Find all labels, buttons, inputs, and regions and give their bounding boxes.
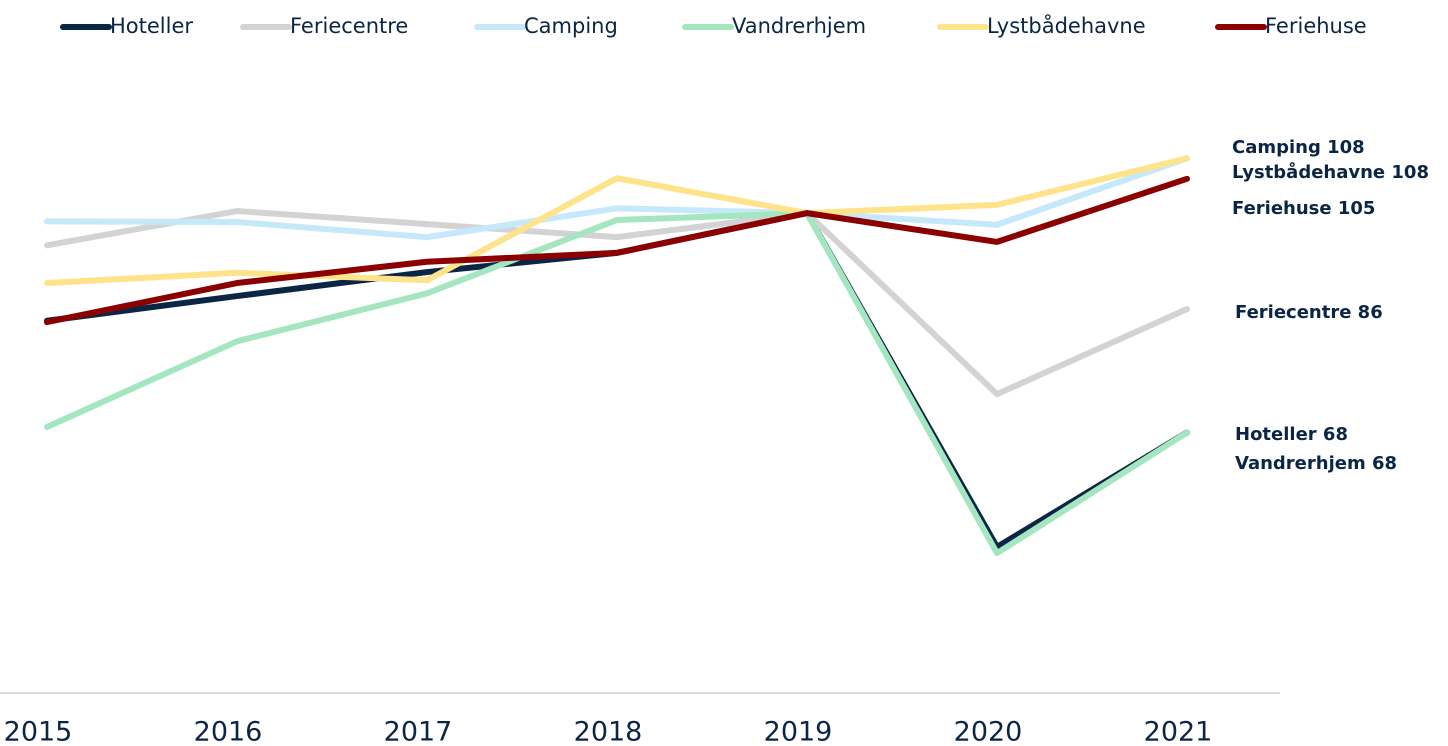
legend-label: Feriecentre [290, 14, 408, 38]
x-tick-label: 2020 [954, 717, 1023, 746]
legend-label: Vandrerhjem [732, 14, 866, 38]
end-label: Feriehuse 105 [1232, 198, 1375, 219]
end-label: Camping 108 [1232, 137, 1365, 158]
series-line [44, 155, 1190, 287]
series-line [44, 210, 1190, 550]
x-tick-label: 2017 [384, 717, 453, 746]
x-tick-label: 2018 [574, 717, 643, 746]
series-line [44, 208, 1190, 398]
legend-label: Camping [524, 14, 618, 38]
series-line [44, 155, 1190, 241]
legend-label: Feriehuse [1265, 14, 1367, 38]
end-label: Hoteller 68 [1235, 424, 1348, 445]
end-label: Vandrerhjem 68 [1235, 453, 1397, 474]
end-label: Lystbådehavne 108 [1232, 161, 1429, 183]
series-line [44, 175, 1190, 326]
series-line [44, 210, 1190, 557]
x-tick-label: 2016 [194, 717, 263, 746]
end-label: Feriecentre 86 [1235, 302, 1383, 323]
legend-label: Hoteller [110, 14, 193, 38]
x-tick-label: 2019 [764, 717, 833, 746]
x-tick-label: 2021 [1144, 717, 1213, 746]
legend-label: Lystbådehavne [987, 13, 1146, 38]
x-tick-label: 2015 [4, 717, 73, 746]
